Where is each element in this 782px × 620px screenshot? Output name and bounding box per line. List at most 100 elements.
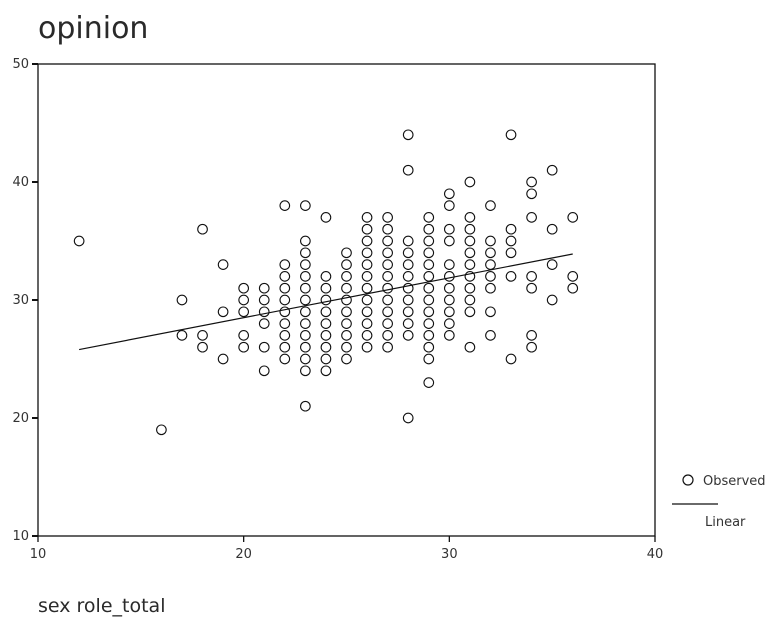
observed-point xyxy=(361,259,373,270)
observed-point xyxy=(361,318,373,329)
observed-point xyxy=(485,282,496,294)
observed-point xyxy=(300,294,311,306)
observed-point xyxy=(423,235,435,247)
observed-point xyxy=(382,306,393,318)
x-axis-label: sex role_total xyxy=(38,595,165,617)
observed-point xyxy=(341,271,352,282)
observed-point xyxy=(197,330,208,341)
observed-point xyxy=(361,247,373,259)
observed-point xyxy=(258,318,270,329)
observed-point xyxy=(197,223,208,235)
observed-point xyxy=(505,129,517,141)
observed-point xyxy=(423,223,435,235)
observed-point xyxy=(526,176,537,188)
observed-point xyxy=(361,223,373,235)
x-axis-ticks: 10 20 30 40 xyxy=(30,536,663,562)
observed-point xyxy=(382,212,393,223)
observed-point xyxy=(300,353,311,365)
observed-point xyxy=(341,318,352,329)
observed-point xyxy=(464,259,476,270)
observed-point xyxy=(279,271,291,282)
observed-point xyxy=(300,318,311,329)
observed-point xyxy=(567,282,579,294)
observed-point xyxy=(279,306,291,318)
observed-point xyxy=(258,282,270,294)
observed-point xyxy=(546,259,558,270)
y-tick-label: 20 xyxy=(12,411,29,426)
observed-point xyxy=(526,282,537,294)
y-tick-label: 30 xyxy=(12,293,29,308)
observed-point xyxy=(341,306,352,318)
observed-point xyxy=(382,341,393,353)
observed-point xyxy=(382,318,393,329)
observed-point xyxy=(443,306,455,318)
observed-point xyxy=(361,330,373,341)
observed-point xyxy=(402,235,414,247)
observed-point xyxy=(464,235,476,247)
observed-point xyxy=(279,318,291,329)
observed-point xyxy=(443,318,455,329)
observed-point xyxy=(382,330,393,341)
observed-point xyxy=(382,223,393,235)
observed-point xyxy=(361,341,373,353)
observed-point xyxy=(279,353,291,365)
observed-point xyxy=(238,330,250,341)
observed-point xyxy=(300,282,311,294)
observed-point xyxy=(526,341,537,353)
legend-observed-marker xyxy=(682,474,694,486)
observed-point xyxy=(526,188,537,200)
observed-point xyxy=(505,247,517,259)
observed-point xyxy=(217,353,229,365)
observed-point xyxy=(238,282,250,294)
observed-point xyxy=(279,330,291,341)
observed-point xyxy=(382,247,393,259)
observed-point xyxy=(402,282,414,294)
observed-point xyxy=(567,212,579,223)
observed-point xyxy=(485,259,496,270)
observed-point xyxy=(341,259,352,270)
observed-points xyxy=(73,129,579,436)
observed-point xyxy=(238,341,250,353)
observed-point xyxy=(320,294,332,306)
observed-point xyxy=(258,341,270,353)
observed-point xyxy=(546,223,558,235)
x-tick-label: 10 xyxy=(30,547,47,562)
observed-point xyxy=(485,200,496,211)
observed-point xyxy=(464,176,476,188)
observed-point xyxy=(382,235,393,247)
observed-point xyxy=(361,212,373,223)
observed-point xyxy=(320,318,332,329)
observed-point xyxy=(320,282,332,294)
observed-point xyxy=(402,330,414,341)
observed-point xyxy=(464,212,476,223)
x-tick-label: 20 xyxy=(235,547,252,562)
observed-point xyxy=(443,330,455,341)
observed-point xyxy=(464,282,476,294)
observed-point xyxy=(238,306,250,318)
observed-point xyxy=(485,271,496,282)
observed-point xyxy=(320,341,332,353)
observed-point xyxy=(402,412,414,424)
observed-point xyxy=(485,235,496,247)
observed-point xyxy=(402,129,414,141)
observed-point xyxy=(300,306,311,318)
observed-point xyxy=(156,424,167,436)
observed-point xyxy=(443,271,455,282)
chart-title: opinion xyxy=(38,11,148,46)
observed-point xyxy=(73,235,85,247)
observed-point xyxy=(402,259,414,270)
observed-point xyxy=(279,294,291,306)
observed-point xyxy=(341,247,352,259)
observed-point xyxy=(300,247,311,259)
observed-point xyxy=(423,212,435,223)
observed-point xyxy=(300,271,311,282)
y-tick-label: 10 xyxy=(12,529,29,544)
observed-point xyxy=(485,306,496,318)
observed-point xyxy=(464,271,476,282)
observed-point xyxy=(217,259,229,270)
observed-point xyxy=(402,318,414,329)
observed-point xyxy=(176,330,188,341)
y-tick-label: 40 xyxy=(12,175,29,190)
observed-point xyxy=(402,294,414,306)
observed-point xyxy=(464,294,476,306)
